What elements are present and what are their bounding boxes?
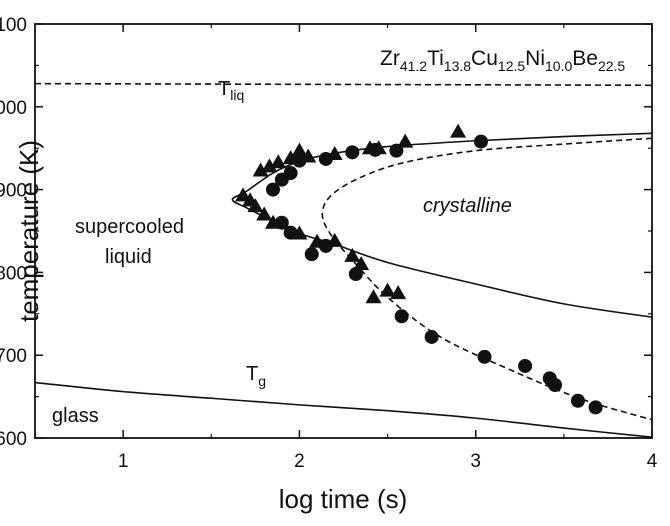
y-tick-label: 700 <box>0 346 27 367</box>
circle-point <box>518 358 533 373</box>
circle-point <box>318 151 333 166</box>
triangle-point <box>353 256 370 271</box>
formula-element: Be <box>572 47 598 70</box>
formula-subscript: 41.2 <box>400 58 427 74</box>
alloy-formula-label: Zr41.2Ti13.8Cu12.5Ni10.0Be22.5 <box>380 47 625 74</box>
liquid-label: liquid <box>105 246 152 268</box>
x-tick-label: 4 <box>647 451 658 472</box>
formula-element: Ti <box>427 47 444 70</box>
y-tick-label: 1000 <box>0 98 27 119</box>
circle-point <box>389 143 404 158</box>
tg-sub: g <box>258 373 266 389</box>
x-tick-label: 1 <box>118 451 129 472</box>
circle-point <box>368 142 383 157</box>
data-points-layer <box>235 123 603 415</box>
crystalline-label: crystalline <box>423 195 512 217</box>
x-axis-title: log time (s) <box>279 484 408 514</box>
tg-label: Tg <box>246 363 266 389</box>
circle-point <box>304 247 319 262</box>
triangle-point <box>390 285 407 300</box>
tliq-main: T <box>218 78 230 100</box>
triangle-point <box>247 198 264 213</box>
circle-point <box>348 267 363 282</box>
triangle-point <box>344 247 361 262</box>
curve-solid-1 <box>231 132 653 318</box>
tliq-sub: liq <box>230 87 244 103</box>
circle-point <box>394 309 409 324</box>
circle-point <box>570 393 585 408</box>
curves-layer <box>34 82 653 438</box>
triangle-point <box>270 154 287 169</box>
circle-point <box>318 238 333 253</box>
circle-point <box>345 145 360 160</box>
x-tick-label: 3 <box>470 451 481 472</box>
y-tick-label: 800 <box>0 263 27 284</box>
formula-subscript: 10.0 <box>545 58 572 74</box>
circle-point <box>265 182 280 197</box>
circle-point <box>283 166 298 181</box>
tg-main: T <box>246 363 258 385</box>
curve-dashed-0 <box>34 82 653 87</box>
ticks-layer: 1 2 3 4 600 700 800 900 1000 1100 <box>0 15 658 472</box>
circle-point <box>477 349 492 364</box>
curve-dashed-2 <box>321 137 653 421</box>
circle-point <box>548 378 563 393</box>
circle-point <box>474 134 489 149</box>
triangle-point <box>365 289 382 304</box>
glass-label: glass <box>52 405 99 427</box>
curve-solid-3 <box>34 381 653 438</box>
circle-point <box>292 153 307 168</box>
formula-element: Ni <box>525 47 545 70</box>
y-tick-label: 600 <box>0 429 27 450</box>
y-tick-label: 1100 <box>0 15 27 36</box>
tliq-label: Tliq <box>218 78 244 103</box>
supercooled-label: supercooled <box>75 216 184 238</box>
circle-point <box>424 329 439 344</box>
triangle-point <box>261 158 278 173</box>
triangle-point <box>450 123 467 138</box>
circle-point <box>588 400 603 415</box>
x-tick-label: 2 <box>294 451 305 472</box>
triangle-point <box>379 282 396 297</box>
triangle-point <box>397 133 414 148</box>
formula-element: Zr <box>380 47 400 70</box>
triangle-point <box>291 142 308 157</box>
y-tick-label: 900 <box>0 181 27 202</box>
y-axis-title: temperature (K) <box>14 140 44 322</box>
triangle-point <box>252 162 269 177</box>
formula-subscript: 12.5 <box>498 58 525 74</box>
triangle-point <box>256 206 273 221</box>
formula-subscript: 22.5 <box>598 58 625 74</box>
circle-point <box>283 225 298 240</box>
circle-point <box>274 215 289 230</box>
formula-element: Cu <box>471 47 498 70</box>
formula-subscript: 13.8 <box>444 58 471 74</box>
